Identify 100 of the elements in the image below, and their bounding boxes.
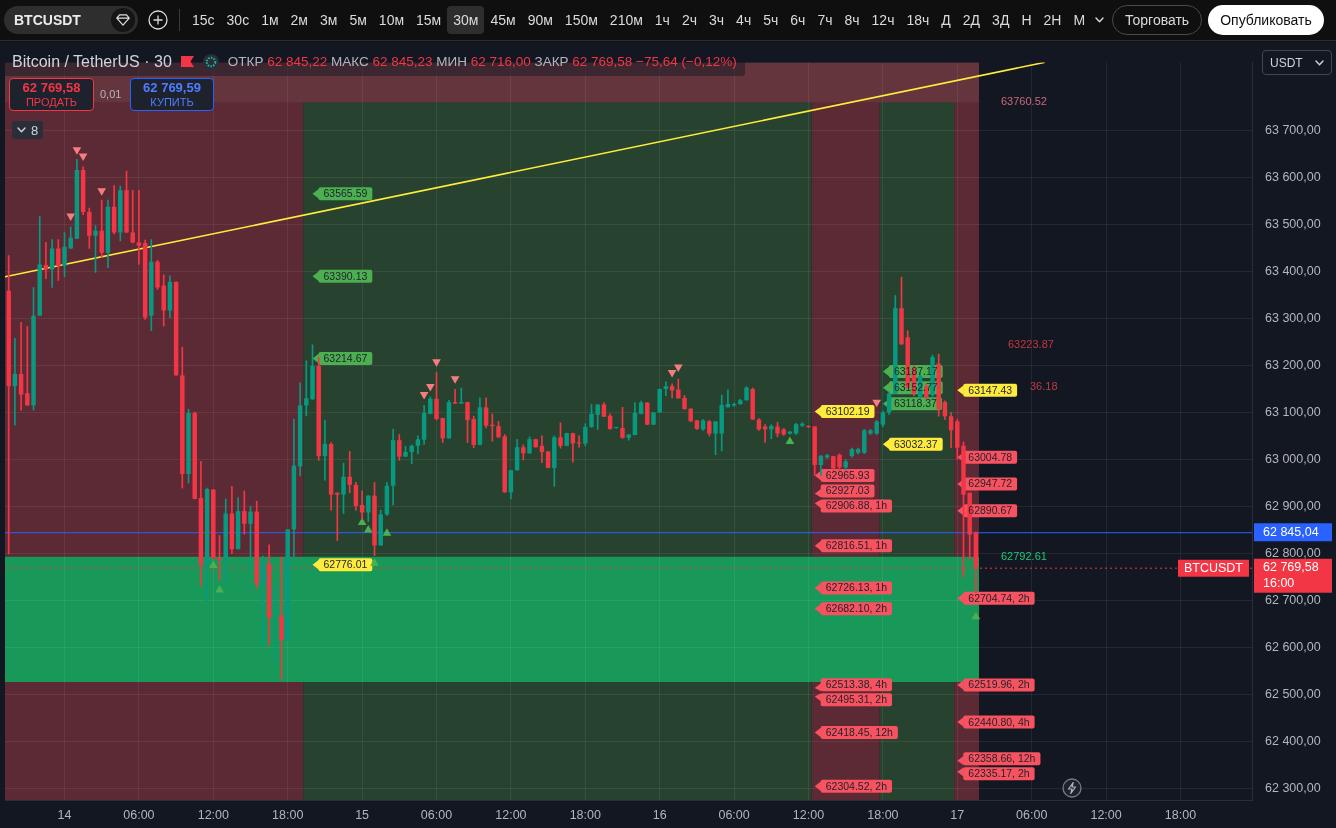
- text: 210м: [608, 11, 644, 30]
- y-tick-label: 63 300,00: [1265, 310, 1321, 325]
- candlestick: [452, 389, 458, 404]
- y-tick-label: 62 800,00: [1265, 545, 1321, 560]
- y-tick-label: 63 500,00: [1265, 217, 1321, 232]
- x-tick-label: 12:00: [1090, 807, 1122, 822]
- text: 30м: [447, 6, 485, 34]
- data-label: 62965.93: [825, 468, 870, 481]
- text: 5ч: [762, 11, 780, 30]
- candlestick: [136, 189, 142, 265]
- buy-button: 62 769,59 КУПИТЬ: [130, 78, 214, 111]
- text: М: [1072, 11, 1087, 30]
- data-label: 62704.74, 2h: [968, 591, 1030, 604]
- text: 2Н: [1042, 11, 1063, 30]
- text: 15с: [191, 11, 216, 30]
- text: 12ч: [870, 11, 896, 30]
- x-tick-label: 12:00: [197, 807, 229, 822]
- data-label: 62495.31, 2h: [825, 693, 888, 706]
- y-tick-label: 63 000,00: [1265, 451, 1321, 466]
- y-tick-label: 62 300,00: [1265, 780, 1321, 795]
- x-tick-label: 14: [57, 807, 72, 822]
- text: 90м: [526, 11, 554, 30]
- annotation: 0,01: [100, 88, 122, 100]
- y-tick-label: 63 700,00: [1265, 123, 1321, 138]
- x-tick-label: 12:00: [495, 807, 527, 822]
- y-tick-label: 63 600,00: [1265, 170, 1321, 185]
- text: 1м: [260, 11, 280, 30]
- y-tick-label: 62 500,00: [1265, 686, 1321, 701]
- data-label: 62816.51, 1h: [825, 539, 888, 552]
- candlestick: [576, 435, 582, 448]
- x-tick-label: 17: [950, 807, 965, 822]
- data-label: 62906.88, 1h: [825, 499, 888, 512]
- text: 2Д: [961, 11, 982, 30]
- text: Д: [940, 11, 952, 30]
- text: 150м: [563, 11, 599, 30]
- y-tick-label: 63 200,00: [1265, 357, 1321, 372]
- data-label: 62513.38, 4h: [825, 678, 888, 691]
- candlestick: [335, 492, 340, 542]
- data-label: 63147.43: [968, 383, 1013, 396]
- data-label: 62418.45, 12h: [825, 726, 894, 739]
- text: 30с: [225, 11, 251, 30]
- data-label: 62358.66, 12h: [968, 752, 1036, 765]
- x-tick-label: 15: [355, 807, 370, 822]
- x-tick-label: 12:00: [792, 807, 825, 822]
- ref-line-label: 62 845,04: [1263, 524, 1319, 539]
- x-tick-label: 18:00: [1164, 807, 1197, 822]
- candlestick: [273, 586, 278, 662]
- symbol-field: BTCUSDT: [4, 6, 138, 34]
- text: 6ч: [789, 11, 807, 30]
- data-label: 62776.01: [323, 558, 368, 571]
- annotation: 36.18: [1030, 380, 1058, 392]
- text: 45м: [489, 11, 517, 30]
- text: 62 769,58 16:00: [1263, 560, 1319, 591]
- text: 4ч: [735, 11, 753, 30]
- indicators-button: 8: [12, 121, 43, 139]
- text: 2ч: [680, 11, 698, 30]
- candlestick: [18, 321, 24, 411]
- y-tick-label: 62 600,00: [1265, 639, 1321, 654]
- candlestick: [459, 387, 464, 404]
- data-label: 62440.80, 4h: [968, 715, 1030, 728]
- data-label: 63152.77: [893, 381, 938, 394]
- annotation: КУПИТЬ: [150, 95, 194, 108]
- data-label: 63102.19: [825, 404, 870, 417]
- candlestick: [130, 189, 135, 244]
- text: 3ч: [708, 11, 726, 30]
- data-label: 63004.78: [968, 450, 1013, 463]
- annotation: 62 769,59: [143, 80, 201, 96]
- publish-button: Опубликовать: [1208, 5, 1324, 35]
- y-tick-label: 62 700,00: [1265, 592, 1321, 607]
- data-label: 62927.03: [825, 484, 870, 497]
- data-label: 62519.96, 2h: [968, 678, 1030, 691]
- candlestick: [43, 242, 49, 279]
- currency-button: USDT: [1262, 50, 1332, 75]
- annotation: 8: [30, 122, 39, 138]
- y-tick-label: 63 400,00: [1265, 263, 1321, 278]
- text: 18ч: [905, 11, 931, 30]
- data-label: 62726.13, 1h: [825, 581, 888, 594]
- text: Н: [1020, 11, 1033, 30]
- data-label: 63390.13: [323, 269, 368, 282]
- annotation: 62 769,58: [22, 80, 81, 96]
- text: 5м: [348, 11, 368, 30]
- x-tick-label: 18:00: [569, 807, 601, 822]
- text: 15м: [415, 11, 443, 30]
- annotation: ПРОДАТЬ: [25, 95, 78, 108]
- data-label: 63565.59: [323, 187, 368, 200]
- x-tick-label: 06:00: [420, 807, 453, 822]
- data-label: 62304.52, 2h: [825, 779, 888, 792]
- data-label: 62890.67: [968, 504, 1013, 517]
- y-tick-label: 62 400,00: [1265, 733, 1321, 748]
- chart-subtitle: ОТКР 62 845,22 МАКС 62 845,23 МИН 62 716,00 ЗАКР 62 769,58 −75,64 (−0,12%): [227, 54, 737, 69]
- candlestick: [663, 381, 669, 396]
- text: 2м: [289, 11, 309, 30]
- text: 7ч: [816, 11, 834, 30]
- text: 10м: [377, 11, 406, 30]
- candlestick: [25, 326, 30, 406]
- text: 3Д: [991, 11, 1011, 30]
- x-tick-label: 06:00: [718, 807, 750, 822]
- text: 8ч: [843, 11, 861, 30]
- annotation: BTCUSDT: [1183, 560, 1244, 575]
- band-label: 62792.61: [1001, 549, 1047, 562]
